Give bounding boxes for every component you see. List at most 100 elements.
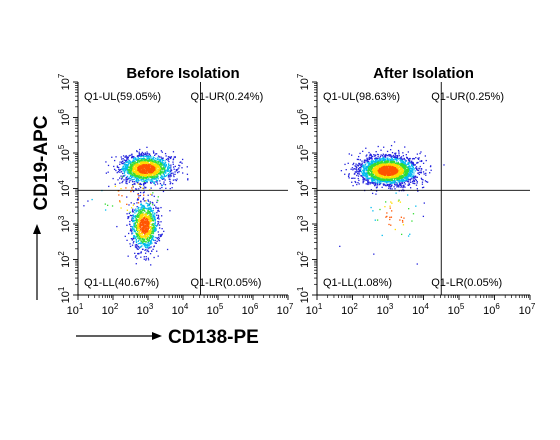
scatter-point bbox=[133, 178, 135, 181]
scatter-point bbox=[179, 161, 181, 164]
scatter-point bbox=[176, 171, 179, 174]
scatter-point bbox=[132, 185, 134, 187]
scatter-point bbox=[130, 228, 132, 231]
scatter-point bbox=[354, 173, 356, 175]
scatter-point bbox=[144, 152, 146, 154]
scatter-point bbox=[127, 178, 129, 180]
scatter-point bbox=[393, 180, 395, 182]
scatter-point bbox=[396, 178, 398, 181]
scatter-point bbox=[124, 163, 126, 165]
scatter-point bbox=[355, 171, 357, 173]
scatter-point bbox=[128, 212, 130, 215]
scatter-point bbox=[384, 206, 386, 208]
scatter-point bbox=[400, 176, 402, 178]
scatter-point bbox=[369, 153, 372, 155]
scatter-point bbox=[148, 158, 151, 160]
scatter-point bbox=[401, 172, 403, 174]
scatter-point bbox=[132, 179, 134, 181]
scatter-point bbox=[359, 159, 361, 161]
scatter-point bbox=[400, 172, 402, 174]
scatter-point bbox=[144, 182, 147, 184]
scatter-point bbox=[154, 216, 156, 218]
scatter-point bbox=[133, 156, 135, 158]
scatter-point bbox=[376, 182, 378, 185]
scatter-point bbox=[157, 169, 160, 172]
scatter-point bbox=[372, 175, 374, 178]
scatter-point bbox=[400, 160, 402, 162]
scatter-point bbox=[142, 248, 144, 250]
scatter-point bbox=[145, 256, 147, 258]
scatter-point bbox=[137, 173, 139, 175]
scatter-point bbox=[393, 174, 395, 176]
scatter-point bbox=[136, 176, 138, 178]
scatter-point bbox=[393, 156, 396, 159]
scatter-point bbox=[152, 231, 154, 234]
scatter-point bbox=[136, 150, 138, 153]
scatter-point bbox=[151, 235, 153, 237]
scatter-point bbox=[145, 172, 147, 174]
scatter-point bbox=[418, 157, 420, 159]
scatter-point bbox=[394, 180, 396, 182]
scatter-point bbox=[366, 160, 368, 162]
scatter-point bbox=[142, 223, 145, 225]
scatter-point bbox=[395, 163, 397, 165]
scatter-point bbox=[350, 168, 352, 170]
scatter-point bbox=[403, 174, 405, 176]
x-axis-label: CD138-PE bbox=[168, 327, 259, 348]
scatter-point bbox=[136, 218, 138, 221]
scatter-point bbox=[407, 168, 409, 170]
scatter-point bbox=[143, 220, 146, 223]
scatter-point bbox=[138, 195, 140, 197]
scatter-point bbox=[390, 179, 393, 182]
scatter-point bbox=[410, 173, 412, 175]
scatter-point bbox=[390, 164, 392, 167]
scatter-point bbox=[131, 153, 133, 156]
scatter-point bbox=[146, 176, 148, 178]
scatter-point bbox=[129, 220, 131, 223]
scatter-point bbox=[170, 164, 172, 166]
scatter-point bbox=[388, 166, 391, 169]
scatter-point bbox=[142, 198, 144, 201]
scatter-point bbox=[147, 249, 149, 251]
scatter-point bbox=[418, 167, 420, 169]
scatter-point bbox=[146, 176, 148, 179]
scatter-point bbox=[394, 170, 397, 173]
scatter-point bbox=[391, 167, 393, 169]
scatter-point bbox=[144, 207, 146, 210]
scatter-point bbox=[164, 162, 167, 164]
scatter-point bbox=[420, 160, 423, 163]
scatter-point bbox=[148, 170, 151, 172]
scatter-point bbox=[379, 159, 381, 161]
scatter-point bbox=[187, 179, 189, 181]
scatter-point bbox=[144, 244, 146, 247]
scatter-point bbox=[124, 174, 126, 176]
scatter-point bbox=[143, 235, 145, 237]
scatter-point bbox=[137, 183, 140, 185]
scatter-point bbox=[142, 243, 145, 245]
scatter-point bbox=[144, 229, 146, 231]
scatter-point bbox=[410, 174, 412, 177]
scatter-point bbox=[387, 181, 389, 183]
scatter-point bbox=[154, 173, 157, 175]
scatter-point bbox=[354, 168, 356, 170]
scatter-point bbox=[398, 175, 401, 177]
scatter-point bbox=[390, 156, 392, 158]
scatter-point bbox=[130, 202, 132, 204]
scatter-point bbox=[149, 210, 152, 212]
scatter-point bbox=[142, 235, 145, 237]
scatter-point bbox=[152, 162, 154, 164]
scatter-point bbox=[392, 159, 394, 161]
scatter-point bbox=[383, 168, 386, 170]
scatter-point bbox=[138, 252, 140, 255]
scatter-point bbox=[354, 177, 356, 179]
scatter-point bbox=[378, 160, 380, 162]
scatter-point bbox=[382, 162, 384, 164]
scatter-point bbox=[157, 210, 159, 212]
scatter-point bbox=[136, 243, 138, 246]
scatter-point bbox=[151, 162, 154, 165]
scatter-point bbox=[150, 230, 152, 232]
scatter-point bbox=[376, 173, 378, 176]
scatter-point bbox=[421, 178, 423, 181]
scatter-point bbox=[132, 159, 134, 161]
scatter-point bbox=[378, 170, 380, 172]
